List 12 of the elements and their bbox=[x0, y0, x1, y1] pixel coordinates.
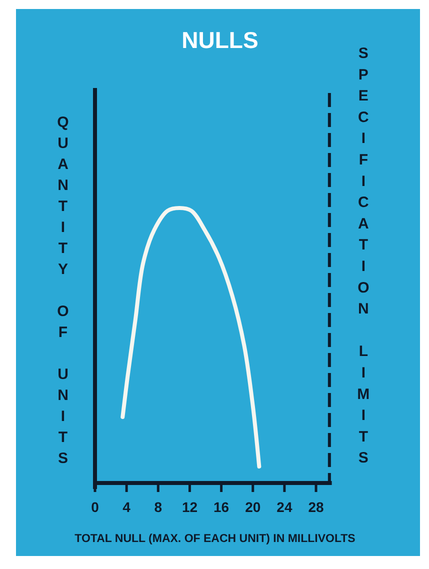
chart-title: NULLS bbox=[182, 27, 258, 53]
text: SPECIFICATION LIMITS bbox=[357, 45, 370, 467]
x-tick-label: 28 bbox=[308, 498, 324, 515]
x-tick-label: 12 bbox=[182, 498, 198, 515]
x-tick-label: 20 bbox=[245, 498, 261, 515]
text: QUANTITY OF UNITS bbox=[57, 114, 69, 467]
x-tick-label: 8 bbox=[154, 498, 162, 515]
x-tick-label: 24 bbox=[276, 498, 292, 515]
x-axis-title: TOTAL NULL (MAX. OF EACH UNIT) IN MILLIVOLTS bbox=[74, 533, 356, 545]
x-tick-label: 4 bbox=[122, 498, 131, 515]
x-tick-label: 0 bbox=[91, 498, 100, 515]
x-tick-label: 16 bbox=[214, 498, 230, 515]
